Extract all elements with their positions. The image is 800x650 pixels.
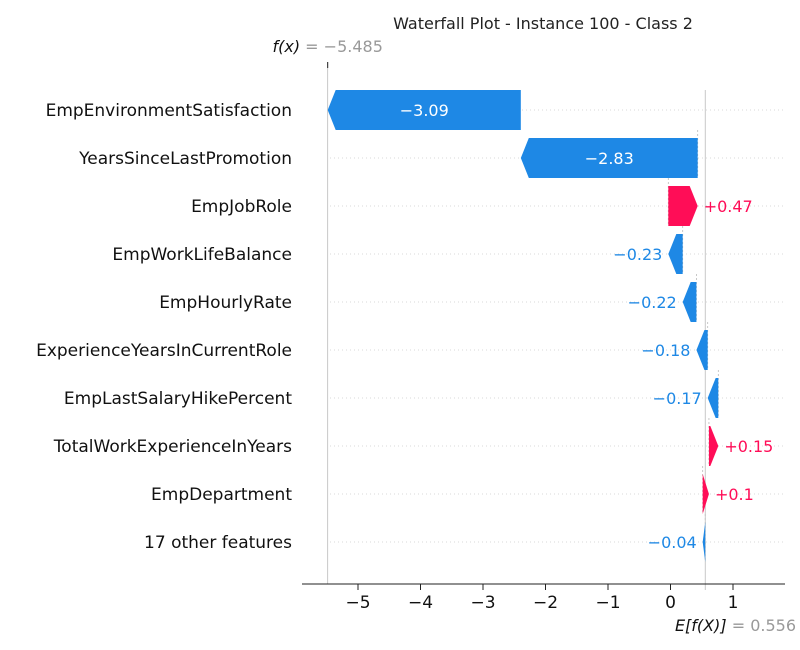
x-tick-label: 1: [728, 593, 739, 613]
bar-negative: [327, 90, 521, 130]
value-label: +0.1: [715, 485, 754, 504]
bar-positive: [708, 426, 719, 466]
value-label: −0.04: [648, 533, 697, 552]
bar-negative: [520, 138, 698, 178]
bar-negative: [707, 378, 719, 418]
feature-label: ExperienceYearsInCurrentRole: [36, 341, 292, 361]
value-label: −0.23: [613, 245, 662, 264]
bar-negative: [668, 234, 683, 274]
base-label-value: = 0.556: [727, 616, 796, 635]
x-tick-label: −2: [533, 593, 558, 613]
feature-label: EmpJobRole: [191, 197, 292, 217]
x-tick-label: −4: [408, 593, 433, 613]
fx-label-value: = −5.485: [300, 37, 383, 56]
x-tick-label: −5: [345, 593, 370, 613]
feature-label: EmpEnvironmentSatisfaction: [46, 101, 292, 121]
feature-label: TotalWorkExperienceInYears: [53, 437, 292, 457]
feature-label: EmpHourlyRate: [159, 293, 292, 313]
chart-title: Waterfall Plot - Instance 100 - Class 2: [393, 14, 693, 33]
value-label: −0.18: [641, 341, 690, 360]
base-label-name: E[f(X)]: [675, 616, 727, 635]
value-label: −2.83: [585, 149, 634, 168]
x-tick-label: 0: [665, 593, 676, 613]
feature-label: EmpDepartment: [151, 485, 292, 505]
x-tick-label: −1: [595, 593, 620, 613]
fx-label-name: f(x): [272, 37, 300, 56]
fx-label: f(x) = −5.485: [272, 37, 382, 56]
value-label: −3.09: [400, 101, 449, 120]
bar-negative: [702, 522, 706, 562]
value-label: +0.15: [724, 437, 773, 456]
bar-negative: [682, 282, 697, 322]
bar-positive: [668, 186, 698, 226]
feature-label: 17 other features: [144, 533, 292, 553]
base-value-label: E[f(X)] = 0.556: [675, 616, 796, 635]
bar-positive: [702, 474, 709, 514]
value-label: −0.22: [628, 293, 677, 312]
feature-label: EmpLastSalaryHikePercent: [64, 389, 292, 409]
bar-negative: [696, 330, 708, 370]
value-label: −0.17: [653, 389, 702, 408]
feature-label: YearsSinceLastPromotion: [78, 149, 292, 169]
x-tick-label: −3: [470, 593, 495, 613]
value-label: +0.47: [704, 197, 753, 216]
feature-label: EmpWorkLifeBalance: [112, 245, 292, 265]
